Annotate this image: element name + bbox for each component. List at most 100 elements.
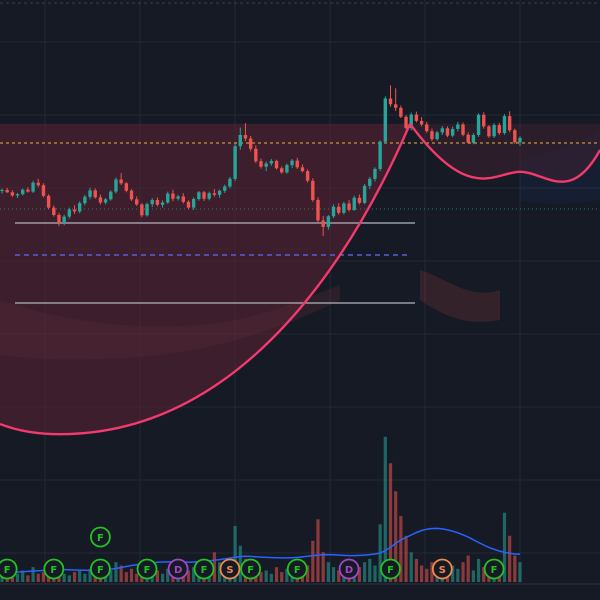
candle-body [393, 104, 398, 108]
candle-body [223, 186, 227, 191]
candle-body [337, 206, 341, 213]
event-marker-f [0, 558, 18, 580]
candle-body [243, 135, 248, 139]
candle-body [41, 185, 46, 196]
candle-body [67, 209, 72, 217]
volume-bar [26, 575, 30, 582]
candle-body [321, 220, 325, 227]
candle-body [368, 178, 372, 186]
candle-body [342, 203, 346, 213]
volume-bar [326, 562, 330, 582]
volume-bar [404, 535, 408, 582]
candle-body [466, 134, 470, 143]
candle-body [181, 196, 185, 202]
candle-body [492, 125, 496, 137]
candle-body [248, 138, 253, 149]
event-marker-label: F [4, 565, 11, 576]
volume-bar [31, 567, 35, 582]
candle-body [507, 116, 512, 131]
candle-body [476, 114, 481, 135]
event-marker-label: F [247, 565, 254, 576]
cup-handle-curve [409, 123, 600, 183]
candle-body [15, 194, 20, 196]
volume-bar [119, 565, 123, 582]
candle-body [145, 204, 149, 216]
volume-bar [316, 519, 320, 582]
candle-body [331, 206, 336, 217]
volume-bar [368, 558, 372, 582]
volume-bar [88, 568, 92, 582]
volume-bar [409, 552, 413, 582]
candle-body [114, 179, 118, 192]
volume-bar [114, 562, 118, 582]
candle-body [10, 192, 15, 196]
event-marker-label: F [97, 533, 104, 544]
volume-bar [104, 575, 108, 582]
candle-body [482, 114, 486, 127]
volume-bar [269, 573, 273, 582]
candle-body [52, 207, 56, 215]
volume-bar [306, 565, 310, 582]
event-marker-f [136, 558, 158, 580]
volume-bar [482, 567, 486, 582]
volume-bar [129, 568, 134, 582]
volume-bar [456, 568, 460, 582]
candle-body [362, 185, 367, 203]
volume-bar [502, 512, 507, 582]
candlesticks [0, 85, 522, 237]
event-marker-d [338, 558, 360, 580]
volume-bar [166, 568, 170, 582]
event-marker-label: S [226, 565, 233, 576]
candle-body [155, 199, 160, 205]
candle-body [98, 197, 103, 203]
candle-body [103, 199, 108, 203]
candle-body [300, 167, 305, 172]
candle-body [311, 180, 315, 200]
event-marker-label: F [294, 565, 301, 576]
volume-bar [36, 573, 40, 582]
candle-body [166, 193, 170, 203]
candle-body [502, 116, 507, 134]
candle-body [202, 192, 206, 199]
candle-body [212, 193, 217, 195]
candle-body [129, 190, 134, 200]
volume-bar [78, 570, 82, 582]
event-marker-label: F [491, 565, 498, 576]
candle-body [378, 141, 382, 169]
volume-bar [513, 555, 517, 582]
event-marker-label: F [144, 565, 151, 576]
volume-bar [451, 565, 455, 582]
candle-body [274, 160, 279, 169]
candle-body [419, 120, 424, 125]
event-marker-s [431, 558, 453, 580]
volume-bar [62, 573, 66, 582]
candle-body [21, 189, 25, 195]
cup-body-fill [0, 123, 410, 435]
volume-bar [21, 570, 25, 582]
candle-body [124, 183, 129, 191]
candle-body [388, 98, 393, 105]
volume-bar [259, 572, 263, 582]
volume-bar [192, 567, 196, 582]
volume-moving-average [2, 527, 521, 573]
candle-body [280, 168, 284, 173]
event-marker-f [193, 558, 215, 580]
volume-bar [238, 545, 242, 582]
candle-body [119, 179, 123, 184]
volume-bar [331, 567, 336, 582]
volume-bar [274, 567, 279, 582]
volume-bar [383, 436, 387, 582]
event-marker-f [380, 558, 401, 580]
volume-bar [414, 558, 418, 582]
candle-body [316, 199, 320, 221]
candle-body [445, 128, 450, 136]
event-marker-d [167, 558, 189, 580]
candle-body [217, 190, 222, 195]
candle-body [440, 128, 444, 133]
event-markers: F F F F F D F S F F D F S F [0, 526, 505, 580]
candle-body [326, 216, 331, 227]
volume-bar [357, 567, 362, 582]
candle-body [150, 199, 154, 205]
volume-bar [373, 565, 377, 582]
